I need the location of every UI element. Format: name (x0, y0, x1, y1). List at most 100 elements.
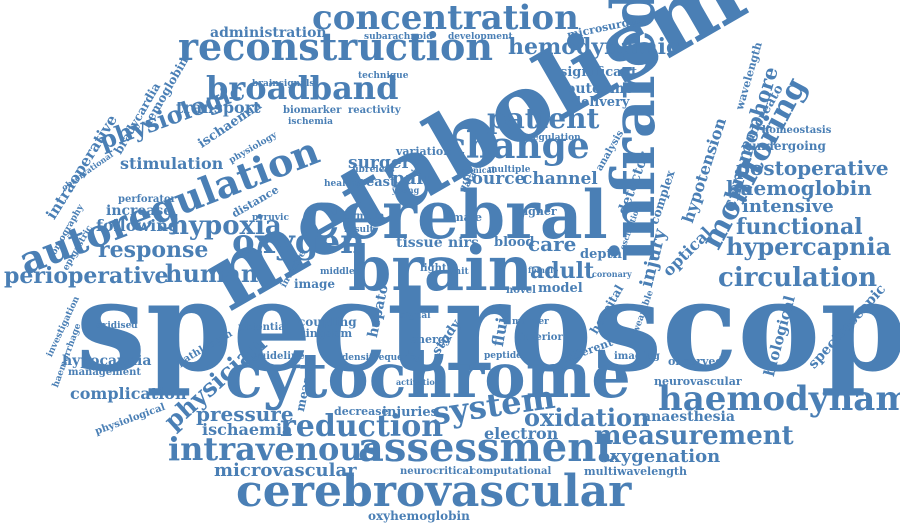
word-anaesthesia: anaesthesia (642, 409, 735, 425)
word-pressure: pressure (196, 402, 294, 426)
word-coronary: coronary (592, 269, 632, 279)
word-channel: channel (522, 169, 598, 189)
word-measurement: measurement (594, 421, 794, 451)
word-reduction: reduction (280, 409, 444, 444)
word-transport: transport (176, 98, 261, 117)
word-energy: energy (410, 333, 452, 346)
word-reconstruction: reconstruction (178, 24, 494, 69)
word-adult: adult (530, 258, 595, 284)
word-hypercapnia: hypercapnia (726, 232, 892, 261)
word-homeostasis: homeostasis (762, 125, 832, 136)
word-multiple: multiple (488, 165, 531, 175)
word-administration: administration (210, 25, 327, 41)
word-subarachnoid: subarachnoid (364, 32, 433, 42)
word-middle: middle (320, 267, 355, 277)
word-hypoxia: hypoxia (170, 211, 282, 241)
word-model: model (538, 281, 583, 296)
word-response: response (98, 237, 209, 263)
word-following: following (96, 216, 180, 235)
word-neurovascular: neurovascular (654, 375, 742, 388)
word-density: density (342, 353, 379, 363)
word-management: management (68, 367, 141, 378)
word-microvascular: microvascular (214, 460, 357, 481)
word-neurocritical: neurocritical (400, 466, 473, 477)
word-cytochrome: cytochrome (225, 339, 631, 412)
word-result: result (344, 225, 374, 235)
word-computational: computational (470, 466, 552, 477)
word-injuries: injuries (382, 405, 438, 420)
word-marker: marker (512, 317, 549, 327)
word-image: image (294, 277, 336, 291)
word-regulation: regulation (528, 133, 581, 143)
word-clinical: clinical (462, 165, 495, 175)
word-multiwavelength: multiwavelength (584, 465, 688, 478)
word-significant: significant (560, 65, 637, 80)
word-electron: electron (484, 424, 559, 443)
word-oxygenation: oxygenation (598, 446, 721, 467)
word-healthy: healthy (324, 179, 362, 189)
word-increase: increase (106, 203, 173, 219)
word-variation: variation (396, 145, 452, 158)
word-circulation: circulation (718, 263, 877, 293)
word-female: female (528, 265, 559, 275)
word-spectroscopy: spectroscopy (76, 255, 900, 400)
word-hypocapnia: hypocapnia (62, 353, 152, 369)
word-tissue: tissue (396, 235, 443, 251)
word-biomarker: biomarker (283, 105, 342, 116)
word-assessment: assessment (358, 424, 615, 471)
word-undergoing: undergoing (748, 139, 826, 153)
word-guideline: guideline (252, 351, 305, 362)
word-surgery: surgery (348, 153, 421, 173)
word-pyruvic: pyruvic (252, 213, 289, 223)
word-pain: pain (392, 168, 437, 189)
word-potential: potential (238, 322, 289, 333)
word-development: development (448, 32, 513, 42)
word-concentration: concentration (312, 0, 579, 38)
word-reactivity: reactivity (348, 105, 401, 116)
word-perioperative: perioperative (4, 263, 169, 289)
word-intensive: intensive (742, 196, 834, 217)
word-cerebrovascular: cerebrovascular (236, 466, 632, 517)
word-higher: higher (516, 205, 557, 218)
word-oxidation: oxidation (524, 403, 650, 432)
word-coupling: coupling (298, 315, 357, 329)
word-inferior: inferior (520, 332, 563, 343)
word-imaging: imaging (614, 351, 660, 362)
word-blood: blood (494, 235, 535, 250)
word-brainsignals: brainsignals (252, 79, 315, 89)
word-perforator: perforator (118, 194, 176, 205)
word-technique: technique (358, 71, 409, 81)
word-intravenous: intravenous (168, 430, 381, 468)
word-peptide: peptide (484, 351, 522, 361)
word-delivery: delivery (572, 95, 630, 110)
word-human: human (165, 259, 259, 288)
word-oxygen: oxygen (232, 222, 365, 262)
word-postoperative: postoperative (736, 156, 889, 180)
word-change: change (444, 125, 590, 167)
word-fibreless: fibreless (352, 165, 395, 175)
word-brain: brain (348, 232, 533, 305)
word-stimulation: stimulation (120, 154, 224, 173)
word-male: male (452, 211, 482, 224)
word-source: source (462, 169, 526, 189)
word-haemodynamic: haemodynamic (658, 379, 900, 419)
word-haemoglobin: haemoglobin (726, 176, 872, 200)
word-activation: activation (396, 377, 441, 387)
word-cerebral: cerebral (300, 176, 608, 254)
word-oxidised: oxidised (96, 321, 138, 331)
word-novel: novel (506, 285, 536, 296)
word-nirs: nirs (448, 235, 479, 251)
word-care: care (528, 232, 577, 256)
word-depth: depth (580, 247, 622, 262)
word-oxyhemoglobin: oxyhemoglobin (368, 509, 470, 523)
word-observed: observed (668, 355, 724, 368)
word-young: young (392, 185, 420, 195)
word-physiological: physiological (93, 401, 167, 438)
word-patient: patient (487, 102, 600, 135)
word-broadband: broadband (206, 69, 399, 107)
word-unit: unit (448, 267, 469, 277)
word-functional: functional (736, 214, 863, 240)
word-decrease: decrease (334, 405, 389, 418)
word-ischaemia-1: ischaemia (202, 420, 293, 439)
